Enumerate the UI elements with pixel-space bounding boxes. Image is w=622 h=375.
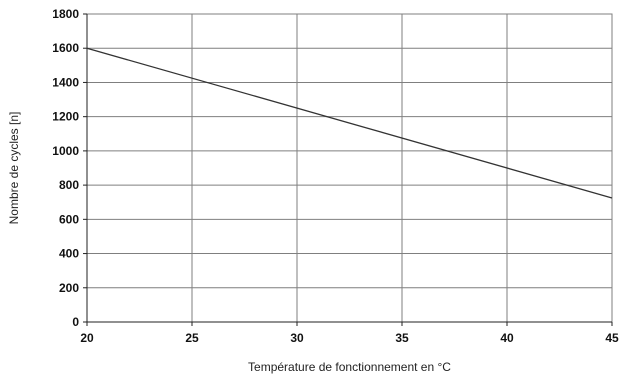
plot-area-frame — [86, 13, 613, 323]
grid — [87, 13, 613, 322]
y-tick-label-200: 200 — [59, 281, 79, 295]
x-tick-labels: 20 25 30 35 40 45 — [80, 322, 619, 345]
y-tick-label-1800: 1800 — [52, 7, 79, 21]
y-tick-label-0: 0 — [72, 315, 79, 329]
x-axis-label: Température de fonctionnement en °C — [248, 360, 451, 374]
y-tick-label-1600: 1600 — [52, 41, 79, 55]
y-tick-label-1200: 1200 — [52, 110, 79, 124]
y-tick-label-800: 800 — [59, 178, 79, 192]
series-layer — [86, 47, 613, 199]
axes — [86, 14, 612, 323]
x-tick-label-40: 40 — [500, 331, 514, 345]
y-tick-label-400: 400 — [59, 247, 79, 261]
y-axis-label: Nombre de cycles [n] — [7, 112, 21, 225]
y-tick-label-1000: 1000 — [52, 144, 79, 158]
y-tick-label-1400: 1400 — [52, 75, 79, 89]
x-tick-label-45: 45 — [605, 331, 619, 345]
x-tick-label-30: 30 — [290, 331, 304, 345]
x-tick-label-25: 25 — [185, 331, 199, 345]
y-tick-labels: 0 200 400 600 800 1000 1200 1400 1600 1800 — [52, 7, 87, 329]
y-tick-label-600: 600 — [59, 212, 79, 226]
series-line-0 — [86, 47, 613, 199]
x-tick-label-20: 20 — [80, 331, 94, 345]
x-tick-label-35: 35 — [395, 331, 409, 345]
